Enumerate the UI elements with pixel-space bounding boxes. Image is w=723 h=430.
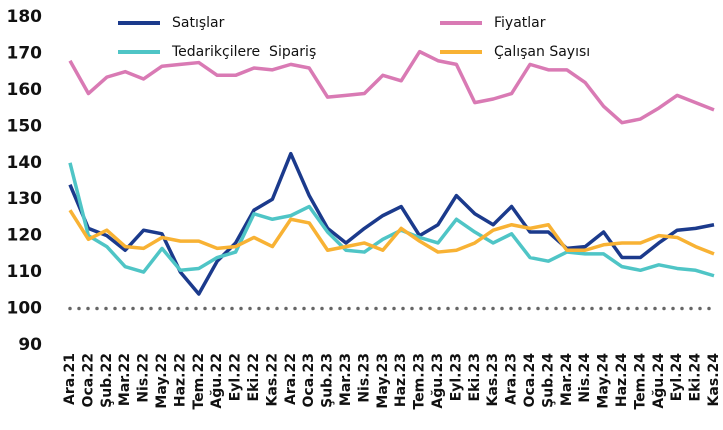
x-tick-label: Haz.24	[614, 353, 630, 407]
x-tick-label: Ağu.22	[209, 353, 225, 409]
legend-label: Çalışan Sayısı	[494, 44, 590, 60]
x-tick-label: Şub.23	[320, 353, 336, 408]
x-tick-label: Oca.23	[301, 353, 317, 407]
series-line	[68, 162, 715, 278]
x-tick-label: Eyl.24	[669, 353, 685, 402]
legend-label: Tedarikçilere Sipariş	[171, 44, 316, 60]
y-tick-label: 140	[7, 153, 43, 173]
x-tick-label: Tem.23	[412, 353, 428, 410]
x-tick-label: Ara.23	[504, 353, 520, 405]
series-line	[68, 49, 715, 125]
x-tick-label: Ağu.24	[651, 353, 667, 409]
x-tick-label: Nis.23	[356, 353, 372, 403]
y-tick-label: 130	[7, 189, 43, 209]
x-tick-label: Ağu.23	[430, 353, 446, 409]
x-tick-label: Nis.24	[577, 353, 593, 403]
x-tick-label: Kas.23	[485, 353, 501, 406]
x-tick-label: Tem.22	[191, 353, 207, 410]
x-tick-label: Oca.22	[80, 353, 96, 407]
series-line	[68, 151, 715, 296]
x-tick-label: Eki.24	[688, 353, 704, 402]
x-tick-label: Kas.24	[706, 353, 722, 407]
x-tick-label: Şub.24	[540, 353, 556, 408]
x-tick-label: Kas.22	[264, 353, 280, 406]
y-tick-label: 150	[7, 116, 43, 136]
legend-label: Fiyatlar	[494, 15, 546, 31]
x-tick-label: May.22	[154, 353, 170, 409]
x-tick-label: Eyl.22	[228, 353, 244, 401]
legend-label: Satışlar	[172, 15, 225, 31]
x-tick-label: Eyl.23	[448, 353, 464, 401]
x-tick-label: Haz.22	[172, 353, 188, 407]
series-line	[68, 209, 715, 256]
y-tick-label: 110	[7, 262, 43, 282]
y-tick-label: 120	[7, 226, 43, 246]
x-tick-label: May.24	[596, 353, 612, 409]
x-tick-label: Haz.23	[393, 353, 409, 407]
x-tick-label: Ara.22	[283, 353, 299, 405]
x-tick-label: Ara.21	[62, 353, 78, 405]
x-tick-label: Eki.22	[246, 353, 262, 401]
y-tick-label: 100	[7, 299, 43, 319]
x-tick-label: Mar.24	[559, 353, 575, 406]
x-tick-label: Oca.24	[522, 353, 538, 408]
x-tick-label: Mar.23	[338, 353, 354, 406]
y-tick-label: 160	[7, 80, 43, 100]
y-tick-label: 170	[7, 43, 43, 63]
x-tick-label: Mar.22	[117, 353, 133, 406]
y-tick-label: 180	[7, 7, 43, 27]
x-tick-label: Şub.22	[99, 353, 115, 408]
y-tick-label: 90	[18, 335, 42, 355]
x-tick-label: Nis.22	[136, 353, 152, 403]
x-tick-label: May.23	[375, 353, 391, 409]
x-tick-label: Eki.23	[467, 353, 483, 401]
x-tick-label: Tem.24	[632, 353, 648, 410]
